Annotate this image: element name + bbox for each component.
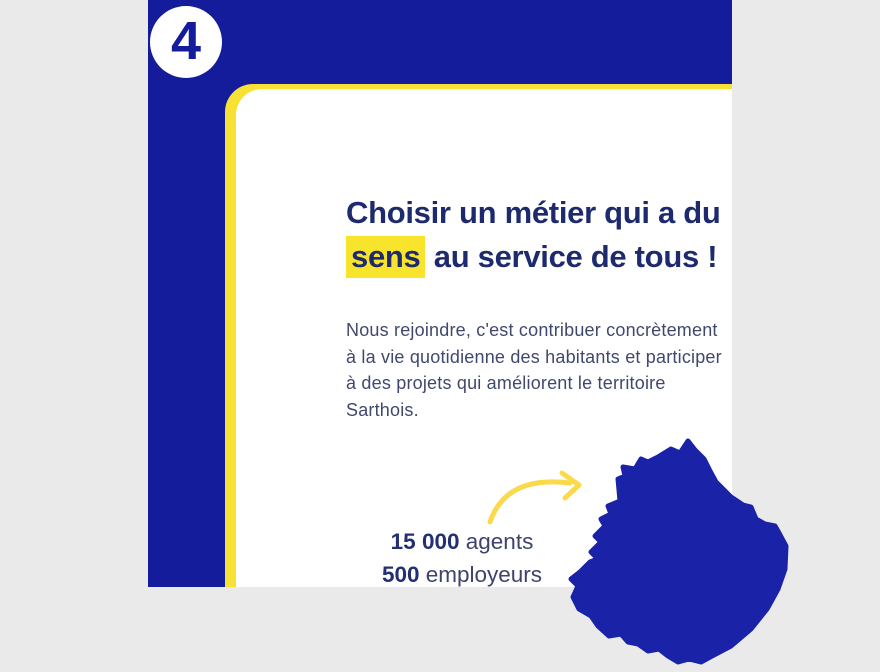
stat-employers-value: 500 xyxy=(381,562,420,587)
content-card: Choisir un métier qui a du sens au servi… xyxy=(236,89,789,665)
paragraph-line: à la vie quotidienne des habitants et pa… xyxy=(346,346,722,367)
step-number: 4 xyxy=(170,11,202,71)
page-title: Choisir un métier qui a du sens au servi… xyxy=(346,191,806,279)
infographic-page: { "colors": { "page_bg": "#eaeaea", "fra… xyxy=(148,0,789,665)
blue-frame: Choisir un métier qui a du sens au servi… xyxy=(148,0,789,665)
step-number-badge: 4 xyxy=(150,6,222,78)
paragraph-line: Sarthois. xyxy=(346,399,419,420)
stat-employers: 500 employeurs xyxy=(371,558,553,591)
stat-agents-label: agents xyxy=(465,529,534,554)
stat-employers-label: employeurs xyxy=(425,562,543,587)
title-highlight: sens xyxy=(346,236,426,278)
curved-arrow-icon xyxy=(487,470,582,525)
sarthe-map-icon xyxy=(568,438,789,665)
arrow-head xyxy=(559,470,582,501)
paragraph-line: Nous rejoindre, c'est contribuer concrèt… xyxy=(346,320,718,340)
title-line-2-rest: au service de tous ! xyxy=(425,239,718,274)
stat-agents-value: 15 000 xyxy=(390,529,460,554)
title-line-1: Choisir un métier qui a du xyxy=(346,195,721,230)
key-figures: 15 000 agents 500 employeurs xyxy=(371,525,553,591)
arrow-shaft xyxy=(487,479,573,525)
title-line-2: sens au service de tous ! xyxy=(346,235,806,279)
paragraph-line: à des projets qui améliorent le territoi… xyxy=(346,373,666,393)
sarthe-map-shape xyxy=(568,438,789,665)
intro-paragraph: Nous rejoindre, c'est contribuer concrèt… xyxy=(346,317,816,423)
stat-agents: 15 000 agents xyxy=(371,525,553,558)
